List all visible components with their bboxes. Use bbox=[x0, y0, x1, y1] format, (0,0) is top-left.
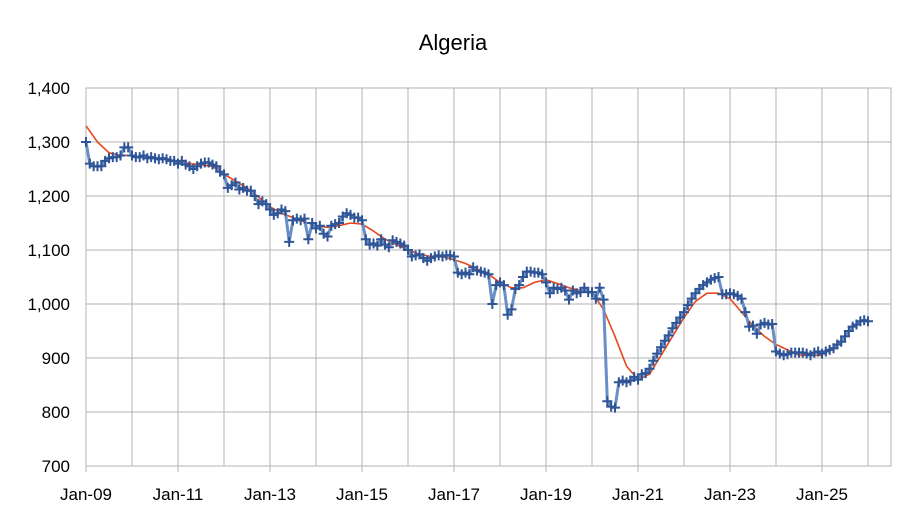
marker bbox=[518, 272, 528, 282]
marker bbox=[314, 220, 325, 231]
marker bbox=[303, 234, 314, 245]
marker bbox=[299, 213, 310, 224]
marker bbox=[249, 191, 260, 201]
marker bbox=[610, 402, 620, 413]
marker bbox=[334, 218, 344, 228]
marker bbox=[96, 161, 107, 172]
marker bbox=[644, 363, 655, 374]
y-tick-label: 800 bbox=[42, 403, 70, 422]
marker bbox=[590, 293, 601, 304]
x-tick-label: Jan-09 bbox=[60, 485, 112, 504]
marker bbox=[736, 293, 747, 304]
marker bbox=[863, 316, 873, 327]
marker bbox=[537, 269, 548, 280]
marker bbox=[663, 330, 674, 341]
marker bbox=[767, 318, 778, 329]
marker bbox=[284, 236, 295, 247]
x-tick-label: Jan-23 bbox=[704, 485, 756, 504]
marker bbox=[671, 317, 682, 328]
marker bbox=[403, 245, 413, 255]
marker bbox=[633, 374, 643, 385]
marker bbox=[541, 277, 551, 288]
y-tick-label: 1,400 bbox=[27, 79, 70, 98]
y-tick-label: 1,300 bbox=[27, 133, 70, 152]
y-tick-label: 700 bbox=[42, 457, 70, 476]
marker bbox=[322, 231, 333, 242]
y-tick-label: 1,200 bbox=[27, 187, 70, 206]
y-tick-label: 1,100 bbox=[27, 241, 70, 260]
marker bbox=[686, 293, 697, 304]
marker bbox=[123, 142, 134, 153]
marker bbox=[740, 307, 751, 318]
marker bbox=[656, 342, 666, 353]
x-tick-label: Jan-15 bbox=[336, 485, 388, 504]
marker bbox=[514, 280, 525, 291]
marker bbox=[679, 307, 689, 318]
marker bbox=[648, 355, 659, 366]
marker bbox=[667, 323, 678, 334]
y-tick-label: 1,000 bbox=[27, 295, 70, 314]
marker bbox=[360, 234, 371, 245]
marker bbox=[265, 204, 275, 215]
marker bbox=[383, 242, 394, 253]
marker bbox=[219, 169, 229, 180]
x-tick-label: Jan-25 bbox=[796, 485, 848, 504]
marker bbox=[483, 269, 494, 280]
marker bbox=[587, 287, 597, 298]
marker bbox=[211, 161, 222, 172]
marker bbox=[502, 309, 513, 320]
plot-border bbox=[85, 87, 892, 467]
marker bbox=[357, 215, 367, 226]
marker bbox=[230, 177, 241, 188]
x-tick-label: Jan-19 bbox=[520, 485, 572, 504]
marker bbox=[594, 282, 605, 293]
marker bbox=[115, 150, 126, 161]
marker bbox=[81, 137, 91, 147]
marker bbox=[564, 294, 574, 305]
marker bbox=[748, 320, 758, 331]
marker bbox=[544, 288, 555, 299]
marker bbox=[464, 269, 475, 280]
y-tick-label: 900 bbox=[42, 349, 70, 368]
x-tick-label: Jan-11 bbox=[153, 485, 204, 504]
marker bbox=[675, 312, 686, 323]
marker bbox=[652, 348, 663, 359]
marker bbox=[713, 272, 724, 282]
marker bbox=[261, 199, 272, 210]
chart-title: Algeria bbox=[419, 30, 488, 55]
marker bbox=[751, 328, 762, 339]
marker bbox=[659, 335, 670, 346]
marker bbox=[376, 234, 387, 245]
marker bbox=[245, 185, 256, 196]
marker bbox=[836, 336, 847, 347]
marker bbox=[449, 251, 459, 262]
marker bbox=[506, 304, 517, 315]
marker bbox=[682, 300, 693, 311]
marker bbox=[598, 294, 609, 305]
marker bbox=[280, 206, 291, 217]
marker bbox=[840, 331, 850, 342]
marker bbox=[602, 396, 613, 407]
marker bbox=[487, 299, 498, 309]
x-tick-label: Jan-21 bbox=[612, 485, 664, 504]
x-tick-label: Jan-13 bbox=[244, 485, 296, 504]
marker bbox=[307, 218, 318, 228]
marker bbox=[498, 280, 509, 291]
x-tick-label: Jan-17 bbox=[428, 485, 480, 504]
marker bbox=[372, 240, 383, 251]
